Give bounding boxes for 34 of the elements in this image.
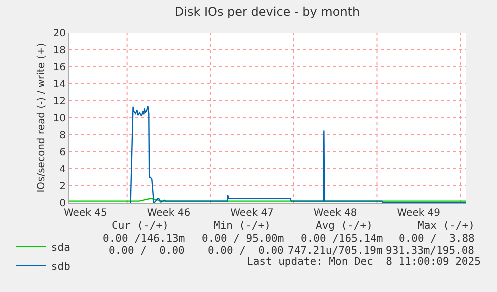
y-axis-title: IOs/second read (-) / write (+) bbox=[36, 43, 48, 193]
x-tick-label: Week 48 bbox=[314, 208, 358, 219]
text: 0.00 /165.14m bbox=[301, 233, 384, 245]
y-tick-label: 18 bbox=[53, 46, 66, 56]
y-tick-label: 6 bbox=[60, 148, 66, 158]
y-tick-label: 14 bbox=[53, 80, 66, 90]
text: 931.33m/195.08 bbox=[386, 245, 475, 257]
text: 747.21u/705.19m bbox=[288, 245, 383, 257]
y-tick-label: 8 bbox=[60, 130, 66, 142]
legend-label: sdb bbox=[51, 260, 70, 273]
line-series bbox=[130, 106, 466, 203]
y-tick-label: 0 bbox=[60, 198, 66, 210]
text: 0.00 /146.13m bbox=[103, 233, 186, 245]
legend-label: sda bbox=[51, 242, 70, 254]
y-tick-label: 2 bbox=[60, 182, 66, 192]
x-tick-label: Week 45 bbox=[64, 208, 108, 219]
text: 0.00 / 0.00 bbox=[109, 245, 185, 257]
text: Min (-/+) bbox=[214, 220, 271, 232]
text: 0.00 / 95.00m bbox=[202, 233, 284, 245]
x-tick-label: Week 49 bbox=[397, 208, 441, 219]
text: Cur (-/+) bbox=[112, 220, 169, 232]
y-tick-label: 20 bbox=[53, 28, 66, 40]
x-tick-label: Week 46 bbox=[147, 208, 191, 219]
chart-title: Disk IOs per device - by month bbox=[174, 5, 360, 20]
text: 0.00 / 0.00 bbox=[208, 245, 284, 257]
y-tick-label: 16 bbox=[53, 62, 66, 74]
x-tick-label: Week 47 bbox=[230, 208, 274, 219]
y-tick-label: 12 bbox=[53, 96, 66, 108]
text: 0.00 / 3.88 bbox=[399, 233, 475, 245]
y-tick-label: 10 bbox=[53, 114, 66, 124]
text: Avg (-/+) bbox=[316, 220, 373, 232]
text: Last update: Mon Dec 8 11:00:09 2025 bbox=[247, 256, 481, 268]
y-tick-label: 4 bbox=[60, 164, 66, 176]
text: Max (-/+) bbox=[418, 220, 475, 232]
